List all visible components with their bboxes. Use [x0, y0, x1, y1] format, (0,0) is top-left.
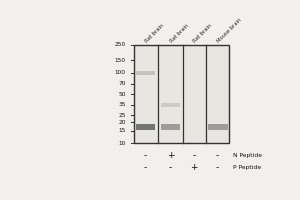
Text: +: +	[190, 163, 197, 172]
Text: -: -	[216, 151, 219, 160]
Text: -: -	[192, 151, 195, 160]
Bar	[136, 124, 155, 130]
Text: 250: 250	[115, 42, 126, 47]
Text: 70: 70	[118, 81, 126, 86]
Text: 15: 15	[118, 128, 126, 133]
Text: Rat brain: Rat brain	[169, 23, 190, 44]
Text: 20: 20	[118, 120, 126, 125]
Text: 25: 25	[118, 113, 126, 118]
Text: -: -	[144, 163, 147, 172]
Text: -: -	[144, 151, 147, 160]
Bar	[160, 124, 180, 130]
Text: 10: 10	[118, 141, 126, 146]
Text: P Peptide: P Peptide	[233, 165, 261, 170]
Text: 150: 150	[115, 58, 126, 63]
Text: -: -	[169, 163, 172, 172]
Text: Rat brain: Rat brain	[145, 23, 165, 44]
Text: Mouse brain: Mouse brain	[217, 18, 243, 44]
Bar	[160, 103, 180, 107]
Text: 100: 100	[115, 70, 126, 75]
Text: Rat brain: Rat brain	[193, 23, 213, 44]
Text: -: -	[216, 163, 219, 172]
Bar	[136, 71, 155, 75]
Text: 35: 35	[118, 102, 126, 107]
Text: N Peptide: N Peptide	[233, 153, 262, 158]
Text: +: +	[167, 151, 174, 160]
Text: 50: 50	[118, 92, 126, 97]
Bar	[208, 124, 228, 130]
Bar	[134, 45, 229, 143]
